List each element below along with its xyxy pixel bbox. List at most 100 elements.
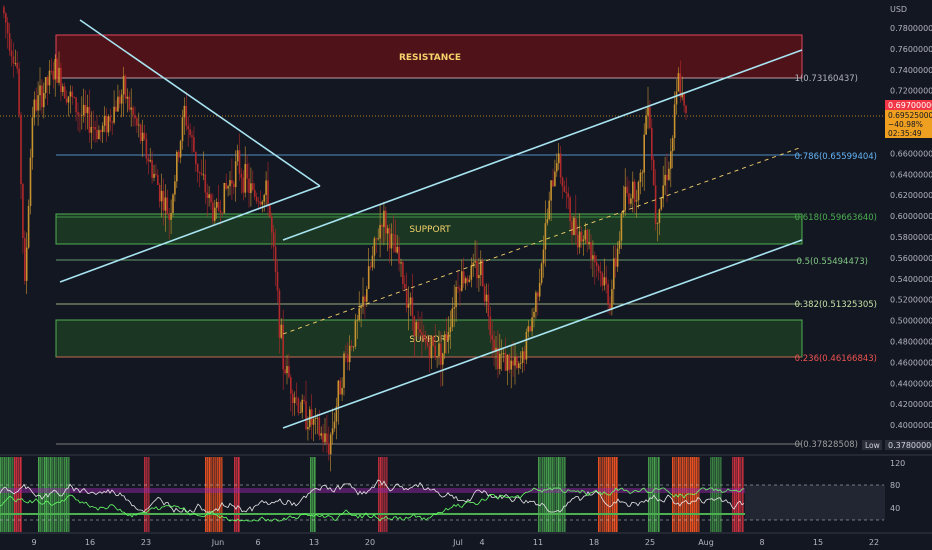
- osc-tick-120: 120: [890, 459, 905, 468]
- candle-body: [647, 107, 649, 116]
- candle-body: [185, 105, 188, 126]
- candle-body: [400, 262, 402, 264]
- oscillator-signal-line: [0, 487, 745, 522]
- fib-levels: 1(0.73160437) 0.786(0.65599404) 0.618(0.…: [56, 74, 877, 450]
- candle-body: [557, 153, 560, 164]
- oscillator-bar: [10, 457, 12, 532]
- candle-body: [656, 223, 659, 224]
- support-zone-upper[interactable]: [55, 213, 803, 245]
- resistance-zone[interactable]: [55, 34, 803, 79]
- oscillator-bar: [386, 457, 388, 532]
- candle-body: [246, 163, 248, 179]
- candle-body: [352, 346, 355, 348]
- candle-body: [516, 357, 518, 369]
- candle-body: [464, 278, 467, 284]
- candle-body: [613, 258, 615, 290]
- time-tick-label: 13: [309, 538, 319, 547]
- candle-body: [339, 380, 341, 395]
- candle-body: [670, 151, 672, 169]
- candle-body: [597, 266, 600, 272]
- candle-body: [356, 319, 359, 321]
- candle-body: [139, 124, 142, 141]
- oscillator-bar: [732, 457, 734, 532]
- channel-lower-line[interactable]: [282, 239, 803, 429]
- candle-body: [347, 354, 349, 363]
- candle-body: [462, 271, 465, 284]
- support-zone-lower[interactable]: [55, 319, 803, 358]
- oscillator-bar: [42, 457, 44, 532]
- oscillator-bar: [716, 457, 718, 532]
- candle-body: [630, 198, 632, 204]
- candle-body: [299, 412, 302, 414]
- candle-body: [63, 86, 66, 99]
- oscillator-bar: [684, 457, 686, 532]
- triangle-upper-line[interactable]: [79, 19, 321, 187]
- support-label-lower: SUPPORT: [409, 335, 451, 345]
- candle-body: [480, 260, 482, 276]
- candle-body: [41, 85, 43, 108]
- oscillator-bar: [52, 457, 54, 532]
- candle-body: [500, 353, 503, 355]
- candle-body: [324, 433, 326, 443]
- oscillator-bar: [211, 457, 213, 532]
- candle-body: [337, 380, 340, 407]
- fib-label-0: 0(0.37828508): [795, 440, 858, 450]
- candle-body: [345, 353, 347, 355]
- candle-body: [236, 150, 239, 162]
- candle-body: [187, 125, 189, 130]
- candle-body: [685, 105, 687, 114]
- oscillator-bar: [648, 457, 650, 532]
- candle-body: [666, 174, 668, 180]
- oscillator-bar: [18, 457, 20, 532]
- channel-mid-line[interactable]: [282, 146, 803, 335]
- candle-body: [624, 186, 626, 210]
- oscillator-pane[interactable]: 120 80 40: [0, 454, 932, 532]
- candle-body: [320, 433, 322, 436]
- candle-body: [3, 7, 5, 14]
- time-tick-label: 16: [85, 538, 95, 547]
- oscillator-bar: [556, 457, 558, 532]
- candle-body: [162, 190, 165, 211]
- oscillator-bar: [66, 457, 68, 532]
- candle-body: [373, 238, 376, 256]
- candle-body: [297, 398, 300, 413]
- candle-body: [487, 294, 490, 317]
- candle-body: [257, 201, 260, 202]
- candle-body: [544, 223, 547, 250]
- candle-body: [481, 260, 484, 287]
- candle-body: [221, 212, 224, 214]
- candle-body: [620, 213, 623, 241]
- candle-body: [618, 240, 621, 249]
- fib-label-0618: 0.618(0.59663640): [795, 213, 877, 223]
- candle-body: [20, 114, 22, 185]
- triangle-lower-line[interactable]: [59, 185, 321, 283]
- channel-upper-line[interactable]: [282, 49, 803, 241]
- info-countdown: 02:35:49: [888, 129, 922, 138]
- candle-body: [282, 324, 284, 370]
- candle-body: [240, 173, 243, 178]
- candle-body: [649, 107, 651, 128]
- candle-body: [50, 70, 53, 72]
- candle-body: [499, 353, 501, 369]
- candle-body: [238, 150, 241, 174]
- oscillator-bar: [146, 457, 148, 532]
- candle-body: [396, 246, 398, 253]
- time-axis[interactable]: 9 16 23 Jun 6 13 20 Jul 4 11 18 25 Aug 8 15 22: [0, 532, 932, 547]
- oscillator-bar: [714, 457, 716, 532]
- info-change: −40.98%: [888, 120, 923, 129]
- candle-body: [276, 271, 279, 291]
- candle-body: [461, 271, 463, 291]
- price-info-box: [885, 110, 932, 138]
- candle-body: [497, 347, 499, 369]
- candle-body: [518, 363, 520, 369]
- candle-body: [198, 171, 201, 174]
- candle-body: [105, 116, 108, 133]
- oscillator-bar: [720, 457, 722, 532]
- candle-body: [561, 177, 564, 187]
